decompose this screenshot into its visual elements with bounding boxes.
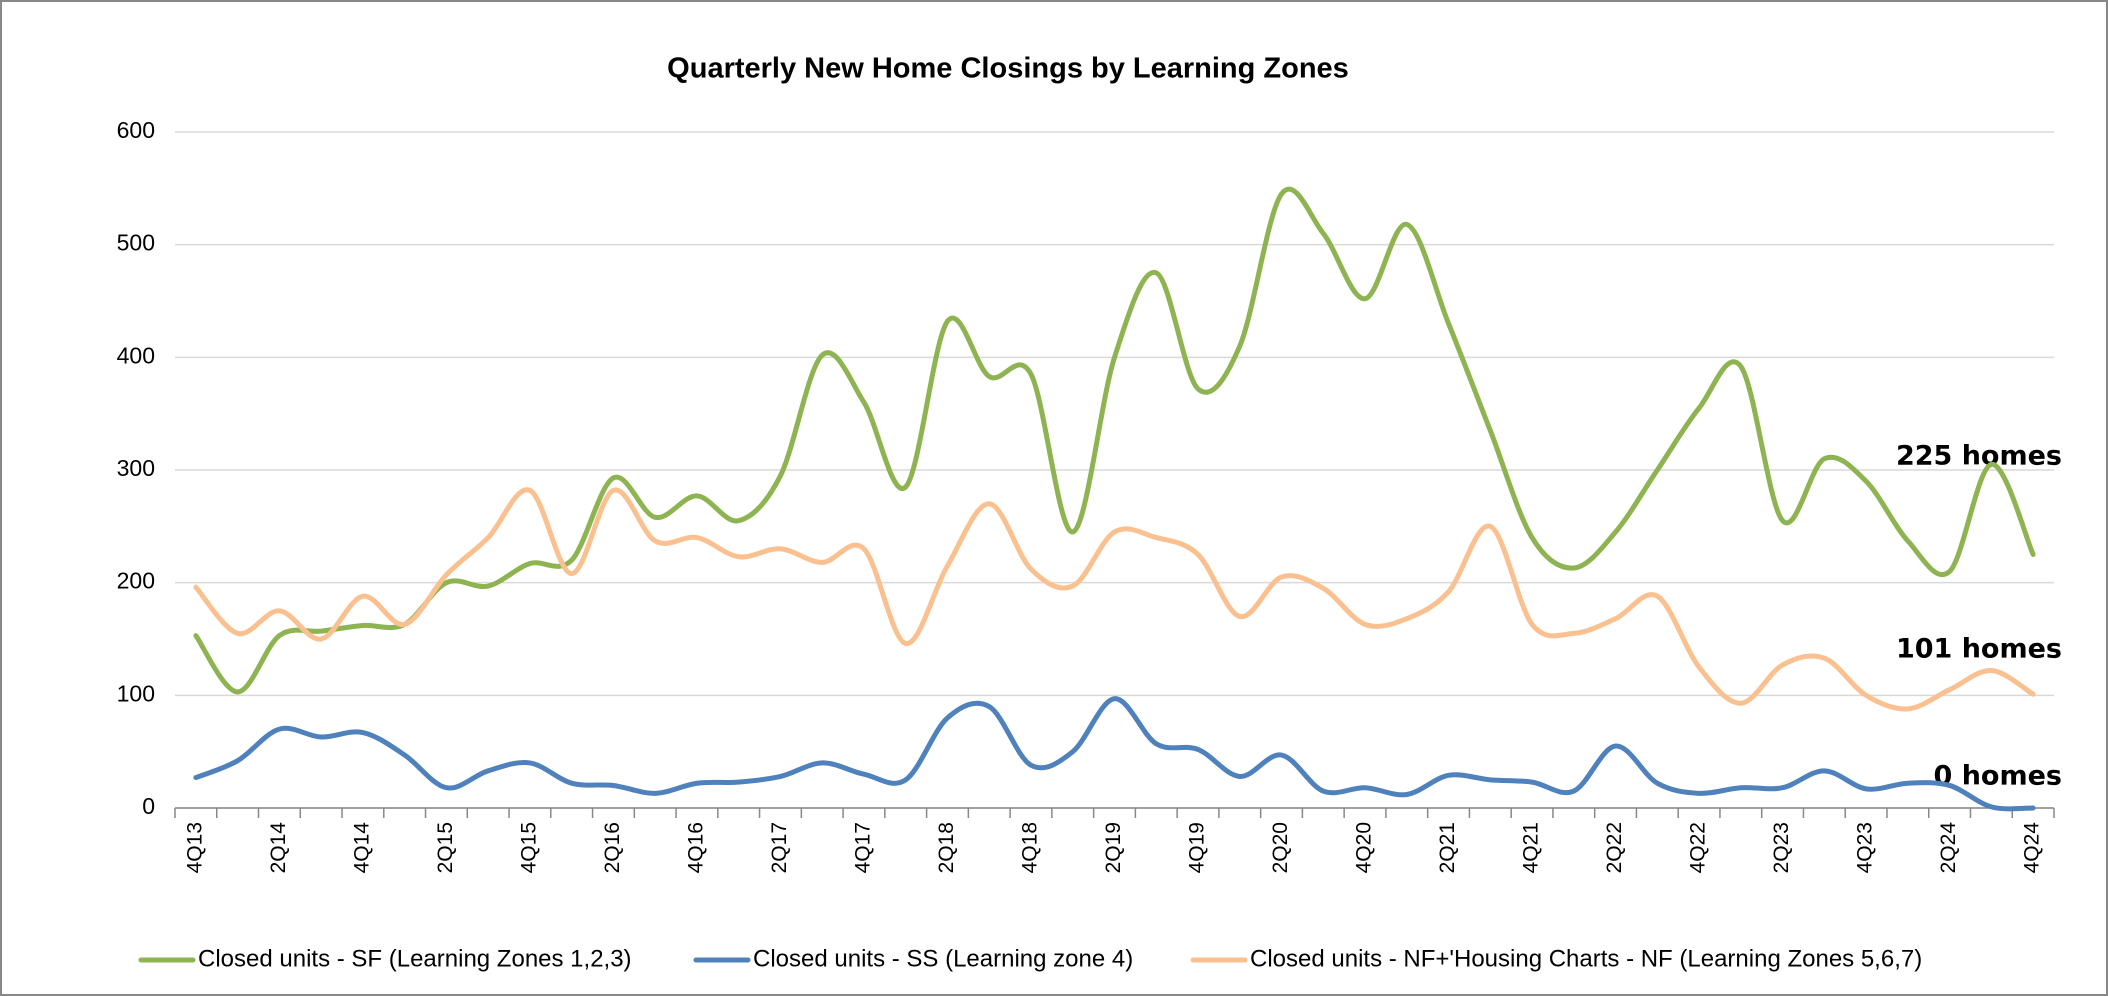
y-tick-label: 300 [117, 455, 155, 481]
x-tick-label: 2Q24 [1937, 822, 1960, 874]
y-tick-label: 500 [117, 230, 155, 256]
x-tick-label: 2Q14 [267, 822, 290, 874]
x-tick-label: 2Q22 [1603, 822, 1626, 873]
x-tick-label: 2Q23 [1770, 822, 1793, 873]
x-tick-label: 2Q17 [768, 822, 791, 873]
annotation: 101 homes [1896, 634, 2062, 665]
x-tick-label: 4Q14 [350, 822, 373, 874]
y-tick-label: 100 [117, 680, 155, 706]
chart-title: Quarterly New Home Closings by Learning … [667, 53, 1349, 85]
x-tick-label: 2Q15 [434, 822, 457, 873]
x-tick-label: 2Q21 [1436, 822, 1459, 873]
x-tick-label: 2Q18 [935, 822, 958, 873]
x-tick-label: 4Q19 [1186, 822, 1209, 873]
series-line [193, 696, 2036, 812]
series-line [193, 487, 2036, 712]
legend-label: Closed units - SF (Learning Zones 1,2,3) [198, 945, 632, 972]
x-tick-label: 2Q20 [1269, 822, 1292, 873]
x-tick-label: 4Q18 [1019, 822, 1042, 873]
x-tick-label: 4Q17 [852, 822, 875, 873]
x-tick-label: 4Q22 [1687, 822, 1710, 873]
x-tick-label: 4Q13 [183, 822, 206, 873]
y-tick-label: 0 [142, 793, 155, 819]
y-tick-label: 200 [117, 568, 155, 594]
legend-label: Closed units - SS (Learning zone 4) [753, 945, 1133, 972]
x-tick-label: 4Q23 [1854, 822, 1877, 873]
legend-label: Closed units - NF+'Housing Charts - NF (… [1250, 945, 1922, 972]
x-tick-label: 2Q19 [1102, 822, 1125, 873]
x-tick-label: 2Q16 [601, 822, 624, 873]
x-tick-label: 4Q20 [1353, 822, 1376, 873]
y-tick-label: 400 [117, 342, 155, 368]
y-tick-label: 600 [117, 117, 155, 143]
x-tick-label: 4Q15 [517, 822, 540, 873]
x-tick-label: 4Q16 [684, 822, 707, 873]
series-line [193, 186, 2036, 695]
x-tick-label: 4Q24 [2021, 822, 2044, 874]
x-tick-label: 4Q21 [1520, 822, 1543, 873]
annotation: 225 homes [1896, 441, 2062, 472]
